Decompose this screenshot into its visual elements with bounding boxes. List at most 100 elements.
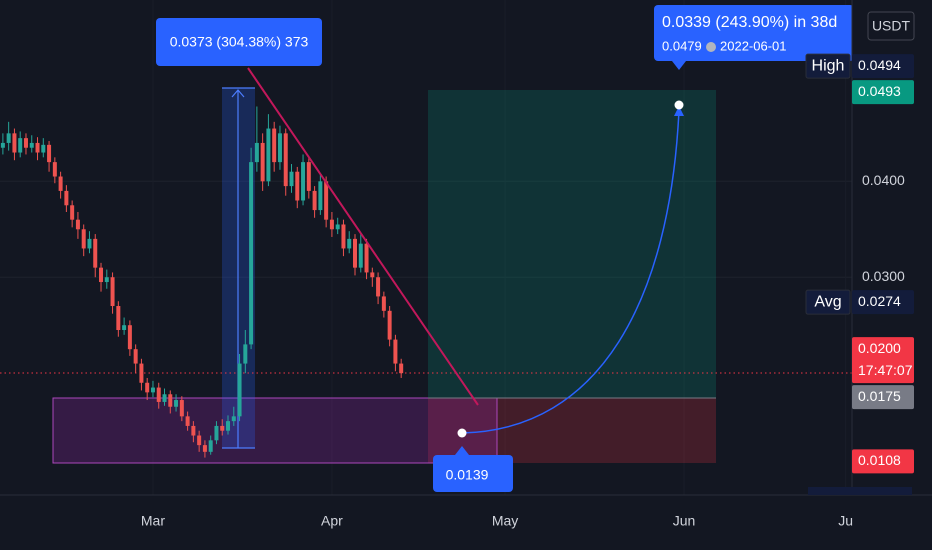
candle-body [70,205,75,220]
candle-body [399,363,404,374]
candle-body [237,363,242,417]
forecast-price: 0.0479 [662,38,702,53]
measure-arrow-head [231,89,245,98]
candle-body [272,128,277,163]
forecast-start [457,428,467,438]
candles [0,106,404,458]
candle-body [376,277,381,297]
candle-body [174,400,179,407]
candle-body [162,394,167,402]
x-tick-label: Ju [838,513,853,529]
candle-body [231,416,236,422]
candle-body [156,387,161,402]
candle-body [254,142,259,163]
price-label-box [852,80,914,105]
candle-body [191,425,196,436]
candle-body [150,387,155,393]
candle-body [220,425,225,431]
candle-body [295,171,300,201]
trend-line [247,67,479,406]
candle-body [393,339,398,364]
forecast-curve [461,109,680,434]
candle-body [52,162,57,177]
price-tag: Avg [814,293,841,310]
candle-body [75,219,80,230]
candle-body [358,243,363,268]
forecast-arrow [674,106,684,116]
axis-marker [808,487,912,495]
candle-body [29,142,34,148]
candle-body [122,325,127,330]
candle-body [81,229,86,249]
candle-body [306,162,311,191]
candle-body [168,394,173,407]
axes: 0.0300 0.0400 Mar Apr May Jun Ju 0.0494 High 0.04… [141,53,914,529]
candle-body [324,181,329,220]
candle-body [364,243,369,273]
candle-body [93,238,98,268]
candle-body [347,238,352,249]
forecast-date: 2022-06-01 [720,38,787,53]
candle-body [341,224,346,249]
x-tick-label: Jun [673,513,696,529]
candle-body [99,267,104,283]
support-box [52,397,498,464]
x-tick-label: Apr [321,513,343,529]
price-label: 0.0108 [858,452,901,468]
profit-zone [428,90,716,398]
price-label: 0.0175 [858,388,901,404]
candle-body [110,277,115,307]
entry-label-pointer [455,446,469,455]
candle-body [226,421,231,431]
candle-body [133,349,138,364]
candle-body [318,181,323,211]
measure-label: 0.0373 (304.38%) 373 [170,34,309,50]
candle-body [266,128,271,182]
loss-zone [428,398,716,463]
candle-body [0,142,5,148]
price-tag-box [805,53,851,79]
candle-body [277,133,282,163]
candle-body [387,310,392,340]
y-tick-label: 0.0400 [862,172,905,188]
currency: USDT [872,18,911,34]
currency-box [867,11,915,41]
x-tick-label: May [492,513,518,529]
candle-body [23,138,28,148]
candle-body [249,162,254,345]
candle-body [289,171,294,187]
measure-label-box [156,18,322,66]
candle-body [283,133,288,187]
price-label: 0.0493 [858,83,901,99]
candle-body [370,272,375,278]
price-label-box [852,290,914,315]
candle-body [87,238,92,249]
price-label-box [852,449,914,474]
candle-body [58,176,63,191]
candle-body [335,224,340,230]
candle-body [208,440,213,452]
candle-body [6,133,11,143]
y-tick-label: 0.0300 [862,268,905,284]
candle-body [47,144,52,163]
candle-body [185,416,190,426]
price-label: 0.0494 [858,57,901,73]
candle-body [18,138,23,153]
candle-body [301,162,306,201]
price-label: 0.0200 [858,340,901,356]
price-label-box [852,54,914,79]
candle-body [312,190,317,211]
entry-label: 0.0139 [446,467,489,483]
x-tick-label: Mar [141,513,165,529]
entry-label-box [433,455,513,492]
candle-body [260,142,265,182]
price-label-box [852,385,914,410]
candle-body [41,144,46,153]
candle-body [179,400,184,417]
price-tag-box [805,289,851,315]
candle-body [197,435,202,446]
candle-body [64,190,69,206]
price-label-box [852,337,914,384]
grid [0,180,852,278]
